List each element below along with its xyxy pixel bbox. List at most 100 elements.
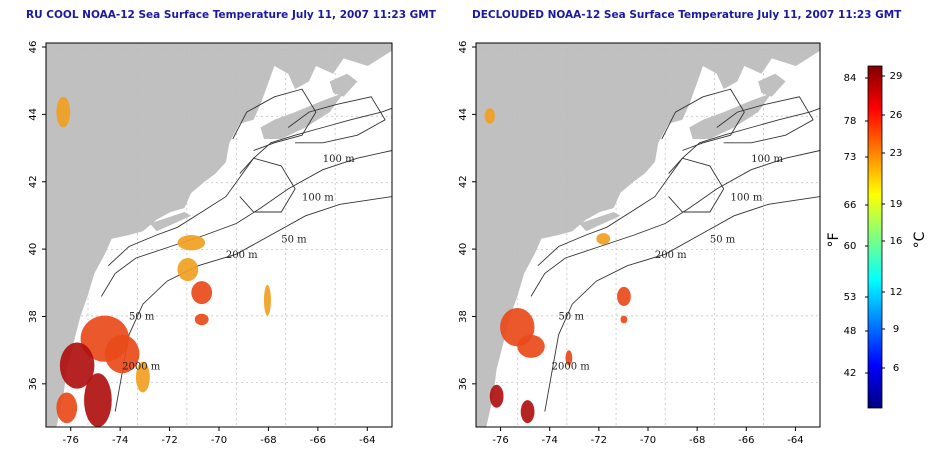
fahrenheit-tick-label: 48	[844, 326, 857, 337]
contour-scotian-shelf	[287, 96, 386, 144]
left-map-title: RU COOL NOAA-12 Sea Surface Temperature …	[26, 9, 436, 21]
sst-patch	[177, 258, 199, 282]
colorbar-scale	[867, 65, 883, 409]
lon-tick-label: -64	[359, 435, 375, 446]
sst-patch	[596, 233, 611, 245]
contour-georges-bank	[668, 157, 725, 213]
lat-tick-label: 36	[28, 377, 39, 390]
lon-tick-label: -68	[689, 435, 705, 446]
land-mass	[46, 43, 392, 427]
lon-tick-label: -66	[738, 435, 754, 446]
lon-tick-label: -72	[591, 435, 607, 446]
lat-tick-label: 36	[458, 377, 469, 390]
sst-patch	[177, 235, 206, 251]
contour-100m	[537, 107, 821, 267]
contour-label: 2000 m	[552, 361, 591, 372]
lon-tick-label: -72	[161, 435, 177, 446]
lon-tick-label: -70	[211, 435, 227, 446]
lat-tick-label: 42	[28, 175, 39, 188]
lon-tick-label: -68	[260, 435, 276, 446]
sst-patch	[620, 315, 628, 324]
contour-label: 50 m	[710, 235, 736, 246]
celsius-tick-label: 23	[890, 148, 903, 159]
sst-patch	[191, 281, 213, 305]
contour-label: 50 m	[281, 235, 307, 246]
lon-tick-label: -74	[112, 435, 128, 446]
lat-tick-label: 40	[458, 243, 469, 256]
sst-patch	[565, 350, 573, 366]
long-island-land	[149, 212, 192, 232]
sst-patch	[263, 284, 271, 316]
celsius-axis-label: °C	[912, 231, 928, 248]
fahrenheit-tick-label: 73	[844, 152, 857, 163]
fahrenheit-tick-label: 42	[844, 368, 857, 379]
lat-tick-label: 38	[28, 310, 39, 323]
long-island-land	[579, 212, 621, 232]
contour-label: 100 m	[751, 154, 783, 165]
lat-tick-label: 38	[458, 310, 469, 323]
lon-tick-label: -64	[787, 435, 803, 446]
fahrenheit-tick-label: 60	[844, 241, 857, 252]
celsius-tick-label: 29	[890, 71, 903, 82]
sst-patch	[517, 334, 545, 358]
lat-tick-label: 44	[458, 108, 469, 121]
sst-patch	[484, 108, 495, 124]
lat-tick-label: 46	[458, 41, 469, 54]
lon-tick-label: -76	[63, 435, 79, 446]
contour-label: 100 m	[731, 192, 763, 203]
contour-label: 50 m	[559, 311, 585, 322]
right-map-title: DECLOUDED NOAA-12 Sea Surface Temperatur…	[472, 9, 902, 21]
sst-patch	[489, 384, 504, 408]
lon-tick-label: -70	[640, 435, 656, 446]
land-mass	[476, 43, 820, 427]
lon-tick-label: -74	[542, 435, 558, 446]
contour-gulf-of-maine	[661, 88, 745, 151]
sst-patch	[135, 361, 150, 393]
lat-tick-label: 42	[458, 175, 469, 188]
lon-tick-label: -66	[310, 435, 326, 446]
fahrenheit-tick-label: 53	[844, 292, 857, 303]
lat-tick-label: 40	[28, 243, 39, 256]
contour-label: 100 m	[302, 192, 334, 203]
right-map-panel[interactable]: 100 m 100 m 50 m 200 m 50 m 2000 m -76 -74 -72 -7…	[458, 41, 821, 446]
celsius-tick-label: 12	[890, 287, 903, 298]
fahrenheit-axis-label: °F	[826, 232, 842, 247]
left-map-panel[interactable]: 100 m 100 m 50 m 200 m 50 m 2000 m -76 -74 -72 -7…	[28, 41, 393, 446]
lon-tick-label: -76	[492, 435, 508, 446]
contour-2000m	[544, 196, 821, 412]
nova-scotia-land	[689, 92, 772, 139]
contour-100m	[107, 107, 393, 267]
sst-patch	[84, 373, 112, 427]
colorbar: 84 78 73 66 60 53 48 42 29 26 23 19 16 12 9 6 °F °C	[826, 65, 928, 409]
sst-patch	[194, 313, 209, 326]
lat-tick-label: 46	[28, 41, 39, 54]
contour-label: 50 m	[129, 311, 155, 322]
celsius-tick-label: 9	[893, 324, 899, 335]
sst-patch	[520, 400, 535, 424]
celsius-tick-label: 19	[890, 199, 903, 210]
fahrenheit-tick-label: 78	[844, 116, 857, 127]
sst-patch	[104, 334, 140, 374]
sst-patch	[56, 96, 71, 128]
fahrenheit-tick-label: 84	[844, 73, 857, 84]
celsius-tick-label: 26	[890, 110, 903, 121]
celsius-tick-label: 16	[890, 236, 903, 247]
contour-200m	[101, 150, 393, 297]
sst-patch	[59, 342, 95, 389]
fahrenheit-tick-label: 66	[844, 200, 857, 211]
contour-200m	[530, 150, 821, 297]
contour-label: 200 m	[226, 250, 258, 261]
cape-breton-land	[329, 73, 358, 97]
contour-label: 100 m	[323, 154, 355, 165]
contour-georges-bank	[239, 157, 296, 213]
lat-tick-label: 44	[28, 108, 39, 121]
sst-patch	[617, 286, 631, 307]
cape-breton-land	[758, 73, 786, 97]
sst-patch	[56, 392, 78, 424]
contour-gulf-of-maine	[232, 88, 317, 151]
contour-scotian-shelf	[716, 96, 814, 144]
celsius-tick-label: 6	[893, 363, 899, 374]
contour-label: 200 m	[655, 250, 687, 261]
contour-label: 2000 m	[122, 361, 161, 372]
